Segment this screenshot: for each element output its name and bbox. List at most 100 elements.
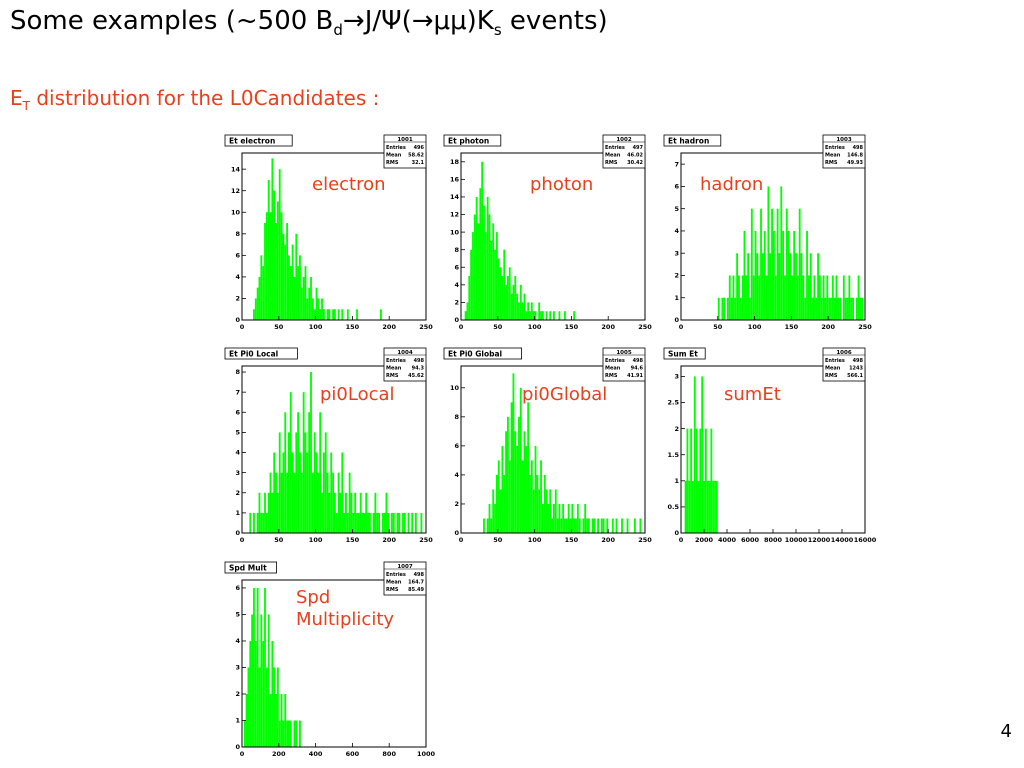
y-tick-label: 6	[235, 584, 240, 592]
histogram-bar	[519, 387, 522, 533]
histogram-bar	[278, 169, 281, 320]
stats-id: 1006	[836, 350, 851, 356]
histogram-bar	[337, 309, 340, 320]
histogram-bar	[308, 287, 311, 320]
histogram-bar	[852, 297, 854, 320]
x-tick-label: 50	[274, 323, 284, 331]
stats-value: 146.8	[847, 153, 863, 159]
histogram-bar	[538, 302, 541, 320]
histogram-bar	[317, 472, 320, 533]
stats-value: 497	[633, 145, 644, 151]
stats-value: 32.1	[412, 160, 425, 166]
histogram-bar	[468, 276, 471, 320]
plot-border	[241, 365, 427, 534]
histogram-bar	[339, 492, 342, 533]
stats-value: 45.62	[408, 373, 424, 379]
histogram-bar	[403, 512, 406, 533]
histogram-bar	[686, 428, 689, 533]
y-tick-label: 10	[450, 384, 460, 392]
plot-border	[241, 579, 427, 748]
histogram-bar	[284, 693, 287, 747]
histogram-bar	[597, 518, 599, 533]
histogram-svg: 0 50 100 150 200 250 0 2 4 6 8 10 Et Pi0 Global 1005 E…	[443, 347, 652, 544]
stats-label: RMS	[386, 587, 399, 593]
stats-value: 1243	[849, 366, 863, 372]
histogram-bar	[518, 302, 520, 320]
histogram-bar	[322, 309, 325, 320]
histogram-bar	[356, 309, 358, 320]
y-tick-label: 4	[454, 471, 459, 479]
histogram-bar	[275, 472, 277, 533]
stats-id: 1001	[397, 137, 412, 143]
histogram-bar	[332, 309, 334, 320]
histogram-bar	[773, 230, 775, 320]
histogram-bar	[289, 720, 292, 747]
x-tick-label: 200	[382, 323, 396, 331]
histogram-panel-spdmult: 0 200 400 600 800 1000 0 1 2 3 4 5 6 Spd Mult 1007 Entr…	[224, 560, 436, 760]
histogram-bar	[782, 230, 785, 320]
histogram-bar	[328, 309, 331, 320]
histogram-bar	[565, 518, 568, 533]
stats-label: RMS	[386, 160, 399, 166]
histogram-bar	[286, 223, 288, 320]
title-mumu: μμ	[433, 6, 467, 36]
x-tick-label: 100	[309, 536, 323, 544]
histogram-bar	[760, 208, 762, 320]
stats-id: 1005	[616, 350, 631, 356]
y-tick-label: 3	[235, 469, 240, 477]
y-tick-label: 2	[235, 489, 240, 497]
histogram-bar	[582, 518, 585, 533]
y-tick-label: 4	[235, 273, 240, 281]
histogram-bar	[523, 293, 526, 320]
histogram-svg: 0 50 100 150 200 250 0 1 2 3 4 5 6 7 Et hadron 1003 Entr…	[663, 134, 872, 331]
x-tick-label: 250	[638, 536, 652, 544]
chart-label-line: Multiplicity	[296, 609, 395, 630]
x-tick-label: 0	[240, 323, 245, 331]
histogram-bar	[288, 255, 290, 320]
x-tick-label: 200	[601, 536, 615, 544]
histogram-bar	[780, 186, 783, 320]
stats-label: Mean	[825, 153, 841, 159]
title-subscript-s: s	[493, 21, 502, 40]
y-tick-label: 2.5	[667, 399, 679, 407]
plot-border	[460, 365, 646, 534]
histogram-title: Et Pi0 Local	[229, 350, 278, 359]
histogram-bar	[361, 512, 364, 533]
histogram-bar	[472, 232, 474, 320]
histogram-bar	[499, 489, 502, 533]
x-tick-label: 150	[785, 323, 799, 331]
histogram-bar	[254, 298, 257, 320]
histogram-bar	[319, 412, 322, 533]
histogram-bar	[553, 311, 555, 320]
histogram-bar	[254, 640, 257, 747]
histogram-bar	[346, 309, 349, 320]
y-tick-label: 14	[231, 165, 241, 173]
histogram-bar	[530, 460, 533, 533]
histogram-bar	[749, 297, 751, 320]
histogram-bar	[785, 208, 788, 320]
histogram-bar	[820, 297, 823, 320]
x-tick-label: 250	[419, 536, 433, 544]
histogram-bar	[256, 587, 259, 747]
x-tick-label: 250	[638, 323, 652, 331]
histogram-bar	[264, 223, 266, 320]
histogram-bar	[519, 284, 522, 320]
histogram-bar	[383, 512, 386, 533]
histogram-bar	[741, 275, 744, 320]
stats-label: Entries	[605, 145, 625, 151]
stats-box	[383, 134, 427, 169]
histogram-bar	[859, 297, 862, 320]
histogram-bar	[258, 276, 261, 320]
histogram-bar	[795, 253, 797, 320]
histogram-svg: 0 2000 4000 6000 8000 10000 12000 14000 16000 0 0.…	[663, 347, 877, 544]
histogram-bar	[247, 667, 250, 747]
histogram-bar	[804, 297, 807, 320]
histogram-bar	[505, 431, 507, 533]
y-tick-label: 4	[235, 449, 240, 457]
y-tick-label: 8	[454, 413, 459, 421]
histogram-bar	[341, 452, 344, 533]
y-tick-label: 5	[235, 429, 240, 437]
x-tick-label: 100	[528, 536, 542, 544]
histogram-bar	[262, 640, 265, 747]
histogram-bar	[861, 297, 864, 320]
